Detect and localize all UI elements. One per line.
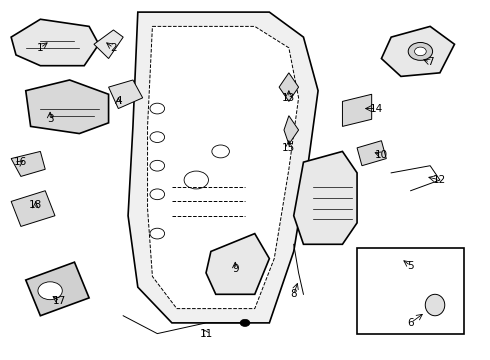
Circle shape: [38, 282, 62, 300]
Circle shape: [240, 319, 250, 327]
Circle shape: [150, 189, 165, 200]
Text: 8: 8: [291, 289, 297, 299]
Text: 9: 9: [232, 264, 239, 274]
Polygon shape: [11, 19, 99, 66]
Text: 1: 1: [37, 43, 44, 53]
Polygon shape: [94, 30, 123, 59]
Circle shape: [415, 47, 426, 56]
Circle shape: [150, 160, 165, 171]
Polygon shape: [109, 80, 143, 109]
Polygon shape: [128, 12, 318, 323]
Polygon shape: [294, 152, 357, 244]
Polygon shape: [11, 191, 55, 226]
Polygon shape: [279, 73, 298, 102]
Text: 18: 18: [29, 200, 42, 210]
Polygon shape: [147, 26, 298, 309]
Text: 17: 17: [53, 296, 67, 306]
Text: 12: 12: [433, 175, 446, 185]
Polygon shape: [284, 116, 298, 144]
Polygon shape: [362, 255, 411, 298]
Polygon shape: [26, 262, 89, 316]
Text: 15: 15: [282, 143, 295, 153]
Text: 16: 16: [14, 157, 27, 167]
Circle shape: [150, 132, 165, 143]
Polygon shape: [343, 94, 372, 126]
Circle shape: [150, 228, 165, 239]
Circle shape: [184, 171, 208, 189]
Text: 4: 4: [115, 96, 122, 107]
Circle shape: [408, 42, 433, 60]
Text: 10: 10: [375, 150, 388, 160]
Text: 5: 5: [407, 261, 414, 271]
Text: 11: 11: [199, 329, 213, 339]
Ellipse shape: [425, 294, 445, 316]
Circle shape: [212, 145, 229, 158]
Polygon shape: [26, 80, 109, 134]
Bar: [357, 248, 464, 334]
Circle shape: [150, 103, 165, 114]
Text: 3: 3: [47, 114, 53, 124]
Polygon shape: [206, 234, 270, 294]
Polygon shape: [381, 26, 455, 76]
Text: 6: 6: [407, 318, 414, 328]
Text: 13: 13: [282, 93, 295, 103]
Text: 7: 7: [427, 57, 434, 67]
Text: 2: 2: [110, 43, 117, 53]
Polygon shape: [357, 141, 386, 166]
Polygon shape: [11, 152, 45, 176]
Text: 14: 14: [370, 104, 383, 113]
